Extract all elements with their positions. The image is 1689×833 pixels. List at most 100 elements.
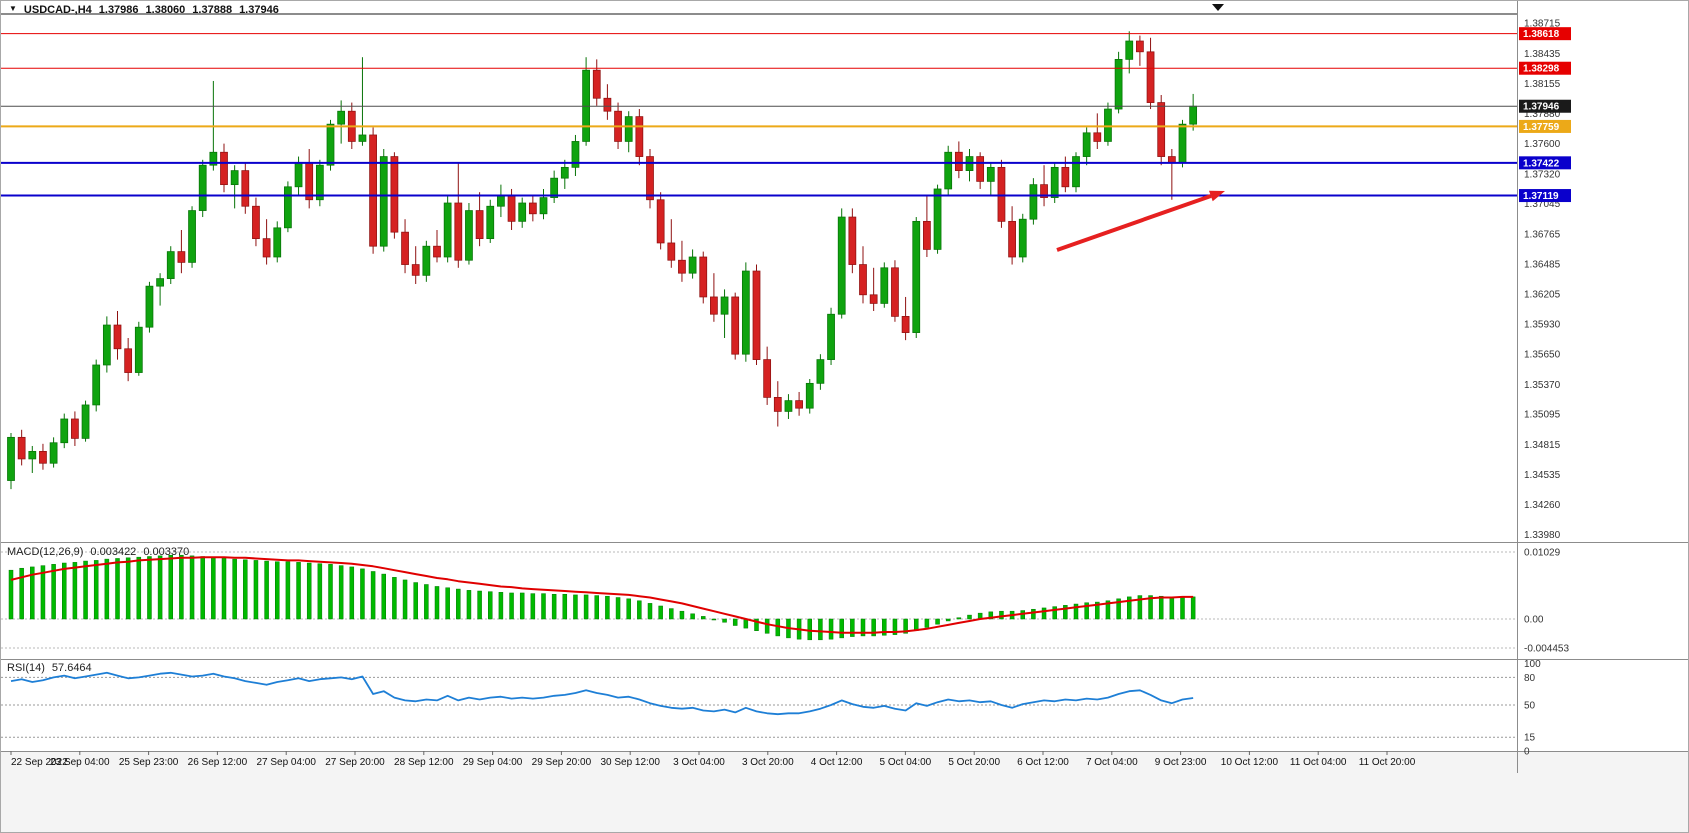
chart-menu-icon[interactable]: ▼ <box>9 4 17 13</box>
macd-histogram-bar <box>115 558 120 620</box>
candle-body <box>528 202 537 215</box>
time-axis-label: 11 Oct 04:00 <box>1290 757 1347 768</box>
macd-axis-label: 0.01029 <box>1524 548 1561 559</box>
time-axis-label: 28 Sep 12:00 <box>394 757 454 768</box>
candle-body <box>763 359 772 398</box>
candle-body <box>497 195 505 207</box>
price-tick-label: 1.35650 <box>1524 350 1561 361</box>
rsi-label: RSI(14) <box>7 662 45 674</box>
candle-body <box>337 110 346 125</box>
candle-body <box>230 170 239 186</box>
candle-body <box>1157 102 1166 157</box>
price-tick-label: 1.34260 <box>1524 500 1561 511</box>
candle-body <box>1029 184 1038 220</box>
time-axis-label: 10 Oct 12:00 <box>1221 757 1279 768</box>
candle-body <box>592 69 601 99</box>
macd-histogram-bar <box>530 593 536 620</box>
candle-body <box>273 227 282 258</box>
macd-histogram-bar <box>1190 596 1196 620</box>
macd-histogram-bar <box>1180 596 1185 620</box>
macd-histogram-bar <box>583 594 589 620</box>
price-tick-label: 1.36765 <box>1524 229 1561 240</box>
macd-histogram-bar <box>392 577 397 620</box>
candle-body <box>284 186 292 229</box>
ohlc-close: 1.37946 <box>239 4 279 16</box>
macd-histogram-bar <box>1105 600 1111 620</box>
price-badge <box>1519 99 1571 113</box>
macd-histogram-bar <box>669 608 674 620</box>
macd-histogram-bar <box>424 584 429 620</box>
candle-body <box>837 216 846 315</box>
time-axis-label: 22 Sep 2022 <box>11 757 68 768</box>
price-axis[interactable]: 1.38715 1.38435 1.38155 1.37880 1.37600 1.373… <box>1519 19 1571 758</box>
candle-body <box>28 450 37 460</box>
rsi-panel <box>1 671 1517 738</box>
macd-histogram-bar <box>935 618 940 625</box>
panel-separators <box>1 1 1688 773</box>
candle-body <box>17 436 26 460</box>
macd-histogram-bar <box>30 566 35 620</box>
macd-histogram-bar <box>466 590 472 620</box>
candle-body <box>1018 218 1027 258</box>
candle-body <box>486 205 495 240</box>
macd-histogram-bar <box>573 594 578 620</box>
macd-histogram-bar <box>967 614 972 620</box>
time-axis-label: 23 Sep 04:00 <box>50 757 110 768</box>
time-axis-label: 7 Oct 04:00 <box>1086 757 1138 768</box>
time-axis-label: 30 Sep 12:00 <box>600 757 660 768</box>
macd-histogram-bar <box>285 561 291 620</box>
candle-body <box>912 220 921 333</box>
macd-histogram-bar <box>988 611 994 620</box>
candle-body <box>678 259 686 274</box>
candle-body <box>390 156 399 233</box>
candle-body <box>198 164 207 211</box>
candle-body <box>667 242 676 261</box>
ohlc-low: 1.37888 <box>192 4 233 16</box>
candle-body <box>1104 108 1112 142</box>
candle-body <box>177 251 186 263</box>
price-badge <box>1519 156 1571 170</box>
candle-body <box>358 134 367 142</box>
candle-body <box>465 210 473 261</box>
candle-body <box>954 151 963 171</box>
candle-body <box>411 264 420 276</box>
macd-value: 0.003422 <box>90 546 137 558</box>
candle-body <box>773 397 782 412</box>
macd-histogram-bar <box>275 561 280 620</box>
macd-histogram-bar <box>1063 605 1068 620</box>
rsi-axis-label: 0 <box>1524 747 1530 758</box>
candle-body <box>294 162 303 188</box>
candle-body <box>923 220 931 250</box>
candle-body <box>1178 123 1187 164</box>
macd-histogram-bar <box>200 556 205 620</box>
macd-histogram-bar <box>488 591 493 620</box>
price-tick-label: 1.38715 <box>1524 19 1561 30</box>
time-axis-label: 26 Sep 12:00 <box>188 757 248 768</box>
symbol-timeframe-label: USDCAD-,H4 <box>23 4 92 16</box>
candle-body <box>507 195 516 222</box>
macd-panel <box>1 551 1517 649</box>
macd-histogram-bar <box>360 568 365 620</box>
macd-signal-value: 0.003370 <box>143 546 190 558</box>
candle-body <box>741 270 750 355</box>
price-tick-label: 1.36485 <box>1524 260 1561 271</box>
chart-title: ▼ USDCAD-,H4 1.37986 1.38060 1.37888 1.3… <box>9 4 279 16</box>
macd-histogram-bar <box>168 554 173 620</box>
price-tick-label: 1.35930 <box>1524 319 1561 330</box>
macd-histogram-bar <box>1137 595 1143 620</box>
macd-histogram-bar <box>1148 595 1153 620</box>
macd-histogram-bar <box>839 618 844 639</box>
candle-body <box>859 264 867 296</box>
candle-body <box>369 134 377 247</box>
candle-body <box>869 294 878 304</box>
ohlc-open: 1.37986 <box>98 4 139 16</box>
candle-body <box>326 123 335 166</box>
macd-histogram-bar <box>221 557 227 620</box>
macd-histogram-bar <box>1052 606 1057 620</box>
time-axis-label: 3 Oct 04:00 <box>673 757 725 768</box>
macd-histogram-bar <box>541 593 546 620</box>
candle-body <box>315 164 324 201</box>
